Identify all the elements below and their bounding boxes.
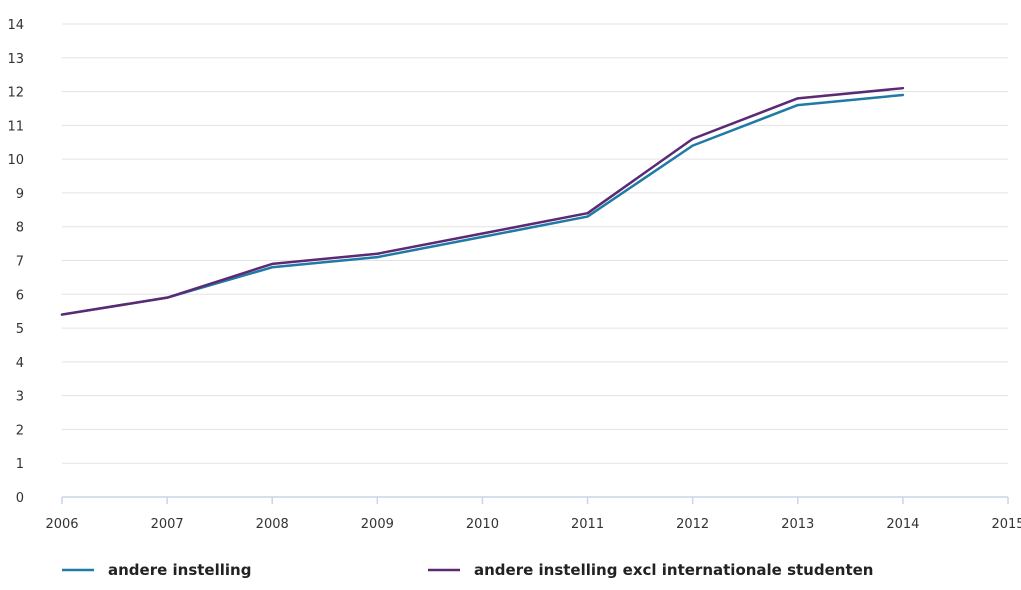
x-tick-label: 2013 bbox=[781, 517, 814, 532]
x-tick-label: 2012 bbox=[676, 517, 709, 532]
legend-label-1: andere instelling bbox=[108, 561, 251, 579]
y-tick-label: 7 bbox=[16, 255, 24, 270]
series-line-2 bbox=[60, 86, 905, 316]
x-axis bbox=[61, 496, 1009, 504]
x-tick-label: 2009 bbox=[361, 517, 394, 532]
x-tick-label: 2015 bbox=[991, 517, 1021, 532]
x-tick-label: 2006 bbox=[45, 517, 78, 532]
y-tick-label: 12 bbox=[7, 86, 24, 101]
y-tick-label: 5 bbox=[16, 322, 24, 337]
y-tick-label: 3 bbox=[16, 390, 24, 405]
y-tick-label: 11 bbox=[7, 119, 24, 134]
y-tick-label: 4 bbox=[16, 356, 24, 371]
y-tick-label: 8 bbox=[16, 221, 24, 236]
x-tick-label: 2008 bbox=[256, 517, 289, 532]
y-tick-label: 9 bbox=[16, 187, 24, 202]
series-line-1 bbox=[60, 93, 905, 316]
x-tick-label: 2011 bbox=[571, 517, 604, 532]
y-tick-label: 1 bbox=[16, 457, 24, 472]
legend: andere instelling andere instelling excl … bbox=[62, 561, 873, 579]
x-tick-label: 2010 bbox=[466, 517, 499, 532]
series-lines bbox=[60, 86, 905, 316]
y-tick-label: 14 bbox=[7, 18, 24, 33]
x-axis-tick-labels: 2006 2007 2008 2009 2010 2011 2012 2013 2014 2015 bbox=[45, 517, 1021, 532]
gridlines bbox=[62, 23, 1008, 464]
x-tick-label: 2014 bbox=[886, 517, 919, 532]
y-tick-label: 2 bbox=[16, 423, 24, 438]
y-tick-label: 13 bbox=[7, 52, 24, 67]
y-tick-label: 0 bbox=[16, 491, 24, 506]
x-tick-label: 2007 bbox=[151, 517, 184, 532]
y-tick-label: 10 bbox=[7, 153, 24, 168]
y-tick-label: 6 bbox=[16, 288, 24, 303]
legend-label-2: andere instelling excl internationale st… bbox=[474, 561, 873, 579]
